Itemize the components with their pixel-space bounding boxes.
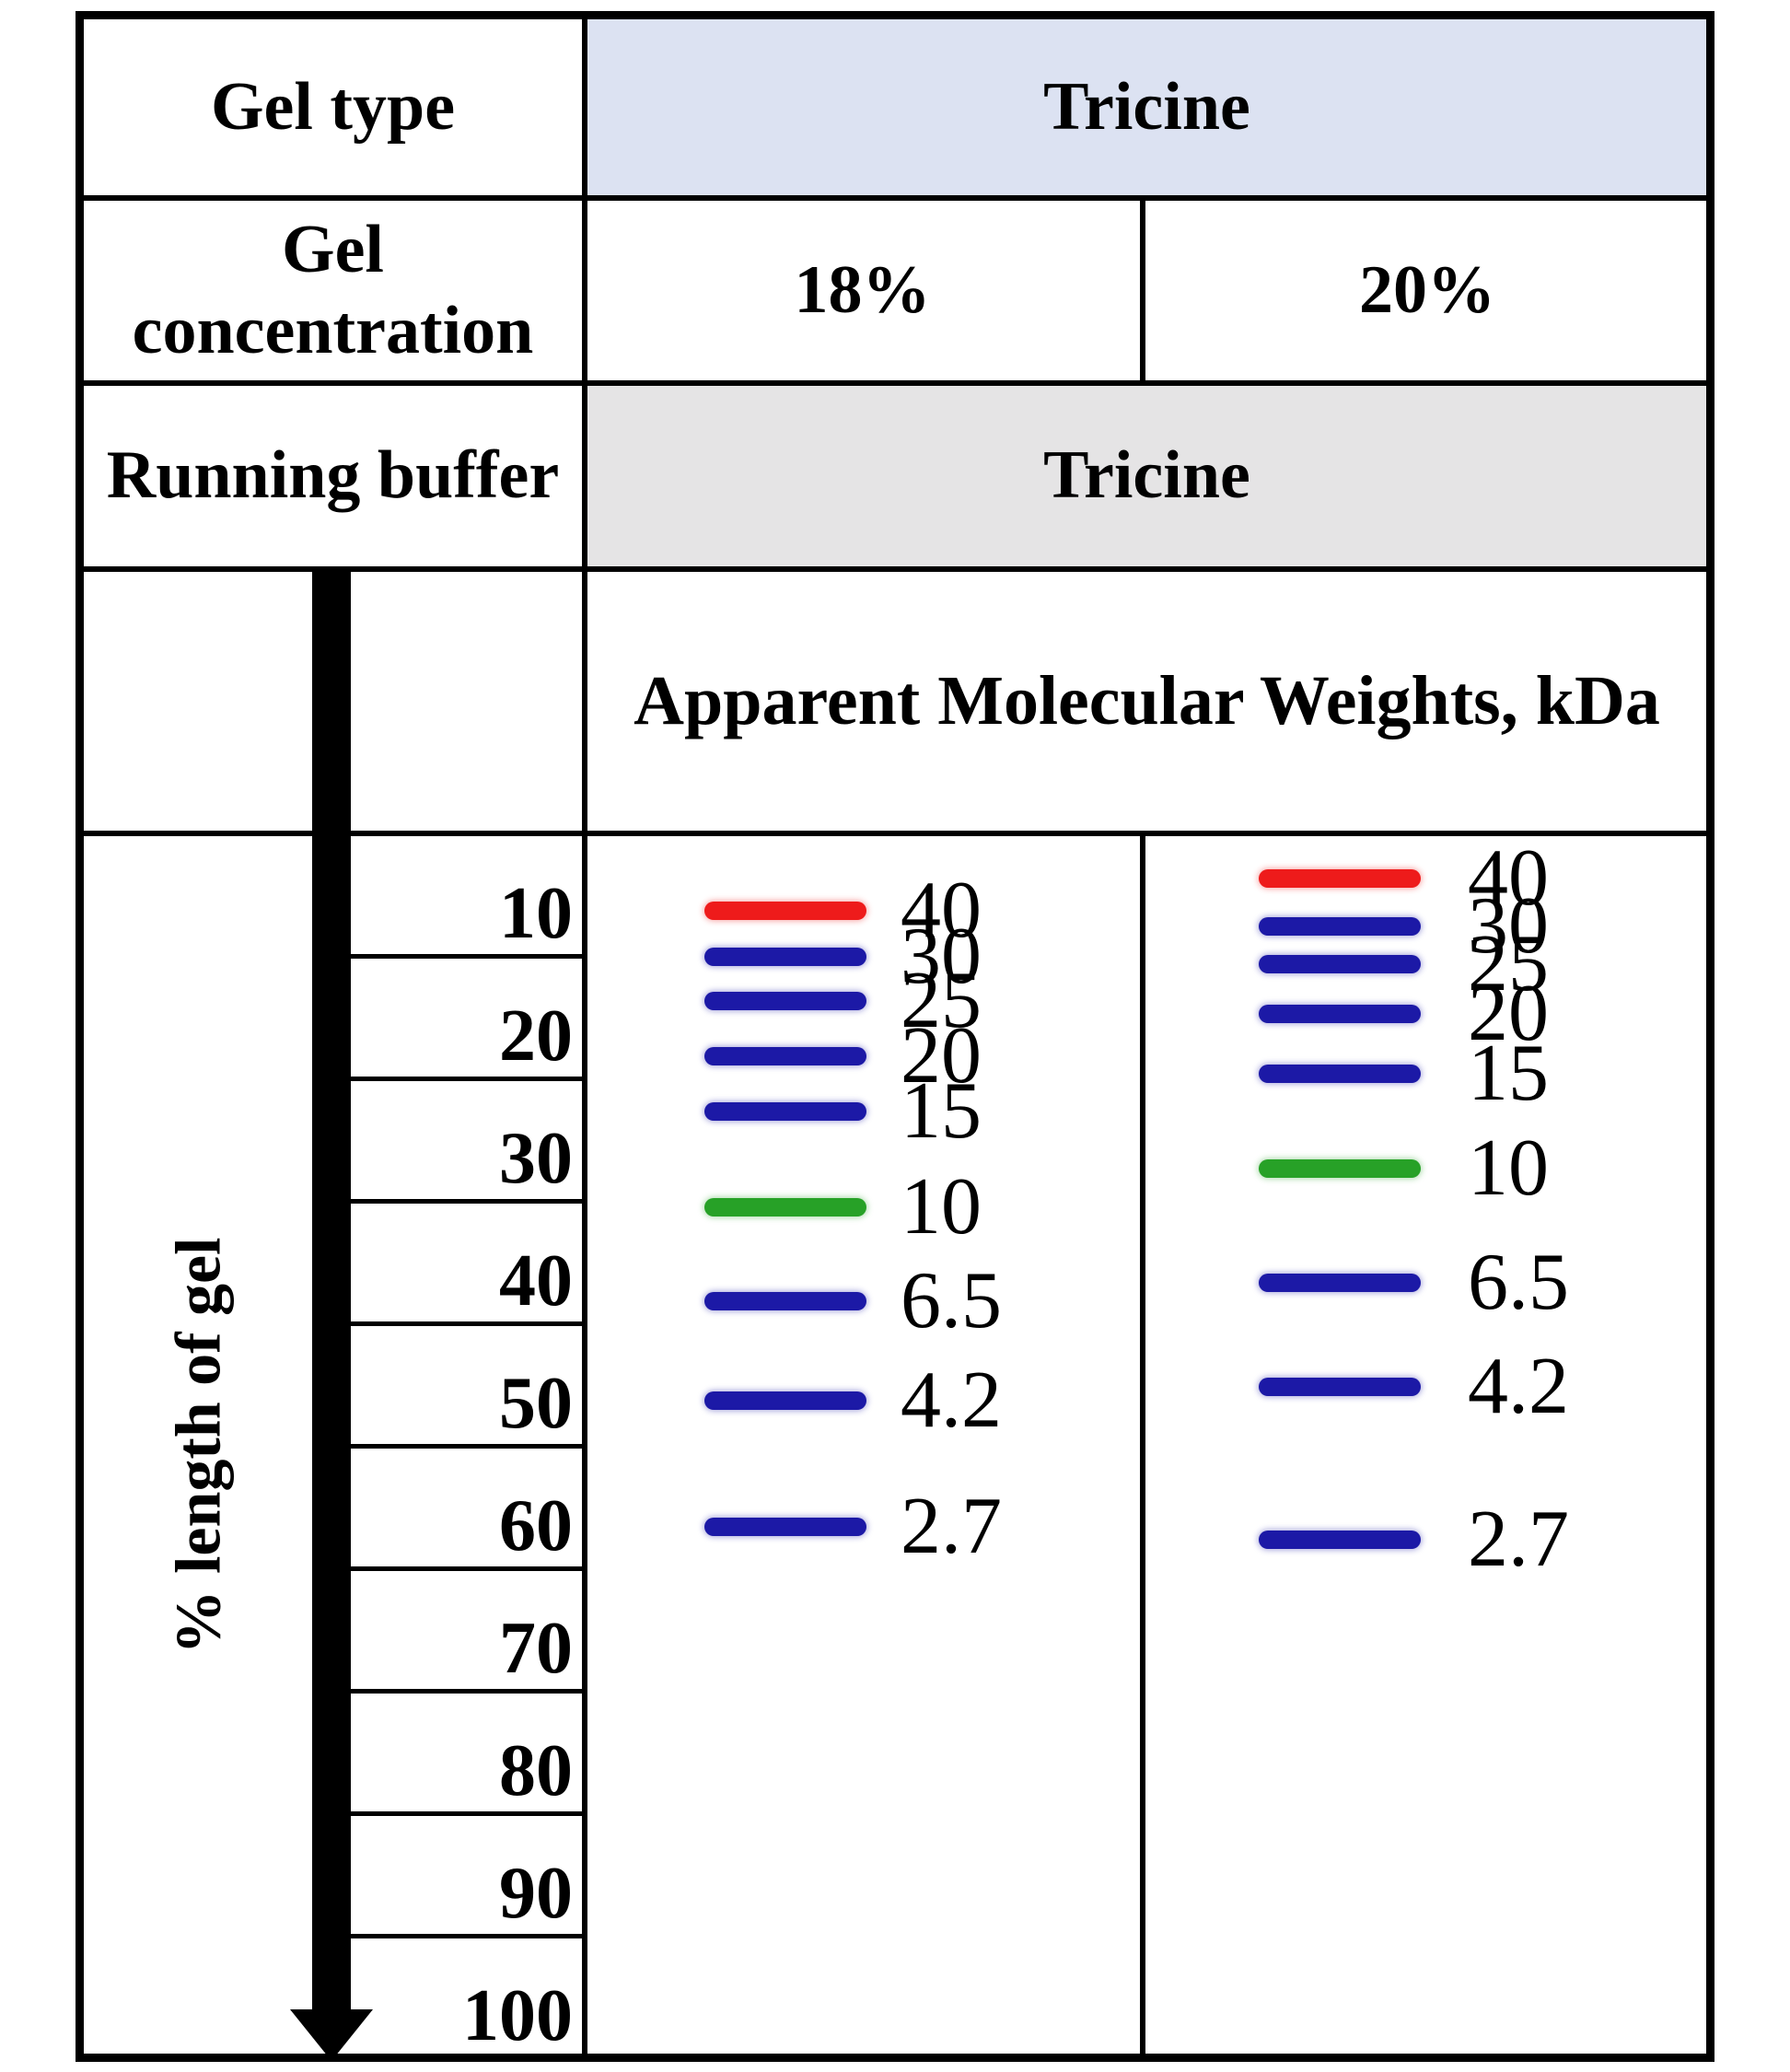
band-label-40kda: 40 xyxy=(1468,833,1549,924)
gel-band-10kda xyxy=(1259,1159,1421,1179)
band-label-10kda: 10 xyxy=(901,1161,982,1251)
row-divider xyxy=(76,566,1714,572)
band-label-4.2kda: 4.2 xyxy=(901,1355,1002,1445)
gel-concentration-18: 18% xyxy=(794,251,931,328)
band-label-20kda: 20 xyxy=(901,1011,982,1101)
row-divider xyxy=(76,831,1714,836)
tick-line-80 xyxy=(350,1811,585,1816)
gel-band-4.2kda xyxy=(1259,1378,1421,1397)
tick-label-30: 30 xyxy=(499,1118,573,1199)
band-label-15kda: 15 xyxy=(901,1065,982,1156)
tick-label-10: 10 xyxy=(499,873,573,954)
tick-label-20: 20 xyxy=(499,995,573,1077)
gel-band-2.7kda xyxy=(1259,1531,1421,1550)
tick-label-40: 40 xyxy=(499,1240,573,1321)
tick-label-80: 80 xyxy=(499,1730,573,1811)
gel-concentration-label: Gel concentration xyxy=(132,212,534,368)
gel-band-6.5kda xyxy=(1259,1274,1421,1293)
band-label-2.7kda: 2.7 xyxy=(901,1481,1002,1571)
tick-label-90: 90 xyxy=(499,1853,573,1934)
gel-band-15kda xyxy=(704,1101,866,1121)
column-divider-lanes xyxy=(1140,831,1145,2062)
tick-line-90 xyxy=(350,1934,585,1938)
band-label-25kda: 25 xyxy=(1468,919,1549,1009)
gel-band-40kda xyxy=(1259,869,1421,889)
gel-band-30kda xyxy=(704,948,866,967)
y-axis-label-wrap: % length of gel xyxy=(85,833,315,2058)
band-label-15kda: 15 xyxy=(1468,1028,1549,1118)
running-buffer-row-background xyxy=(585,383,1712,569)
tick-label-50: 50 xyxy=(499,1363,573,1444)
band-label-4.2kda: 4.2 xyxy=(1468,1342,1569,1432)
gel-band-10kda xyxy=(704,1197,866,1216)
gel-band-40kda xyxy=(704,901,866,920)
tick-line-50 xyxy=(350,1444,585,1449)
migration-arrow-head-icon xyxy=(290,2009,373,2061)
migration-arrow-shaft xyxy=(312,566,351,2019)
gel-band-4.2kda xyxy=(704,1391,866,1410)
band-label-40kda: 40 xyxy=(901,865,982,955)
running-buffer-value: Tricine xyxy=(1043,437,1250,514)
band-label-20kda: 20 xyxy=(1468,968,1549,1058)
tick-label-100: 100 xyxy=(462,1975,573,2056)
running-buffer-label: Running buffer xyxy=(106,437,560,514)
band-label-30kda: 30 xyxy=(901,912,982,1002)
gel-band-20kda xyxy=(704,1047,866,1066)
band-label-6.5kda: 6.5 xyxy=(1468,1238,1569,1328)
tick-line-70 xyxy=(350,1689,585,1694)
tick-line-30 xyxy=(350,1199,585,1204)
gel-concentration-20: 20% xyxy=(1359,251,1495,328)
gel-type-value: Tricine xyxy=(1043,68,1250,145)
row-divider xyxy=(76,195,1714,201)
gel-type-label: Gel type xyxy=(210,68,456,145)
tick-label-60: 60 xyxy=(499,1485,573,1566)
row-divider xyxy=(76,380,1714,386)
tick-line-40 xyxy=(350,1321,585,1326)
tick-line-20 xyxy=(350,1077,585,1081)
gel-band-15kda xyxy=(1259,1064,1421,1083)
gel-type-row-background xyxy=(585,11,1712,198)
gel-band-20kda xyxy=(1259,1004,1421,1023)
gel-band-6.5kda xyxy=(704,1292,866,1311)
tick-line-10 xyxy=(350,954,585,959)
band-label-2.7kda: 2.7 xyxy=(1468,1495,1569,1585)
tick-label-70: 70 xyxy=(499,1608,573,1689)
band-label-30kda: 30 xyxy=(1468,881,1549,972)
gel-band-2.7kda xyxy=(704,1517,866,1536)
gel-band-25kda xyxy=(704,992,866,1011)
y-axis-label: % length of gel xyxy=(164,1237,235,1655)
band-label-6.5kda: 6.5 xyxy=(901,1256,1002,1346)
band-label-25kda: 25 xyxy=(901,956,982,1046)
gel-band-30kda xyxy=(1259,917,1421,937)
molecular-weights-header: Apparent Molecular Weights, kDa xyxy=(633,661,1660,739)
column-divider-lanes xyxy=(1140,195,1145,386)
column-divider-left xyxy=(582,11,587,2062)
tick-line-60 xyxy=(350,1566,585,1571)
gel-band-25kda xyxy=(1259,955,1421,974)
band-label-10kda: 10 xyxy=(1468,1123,1549,1214)
